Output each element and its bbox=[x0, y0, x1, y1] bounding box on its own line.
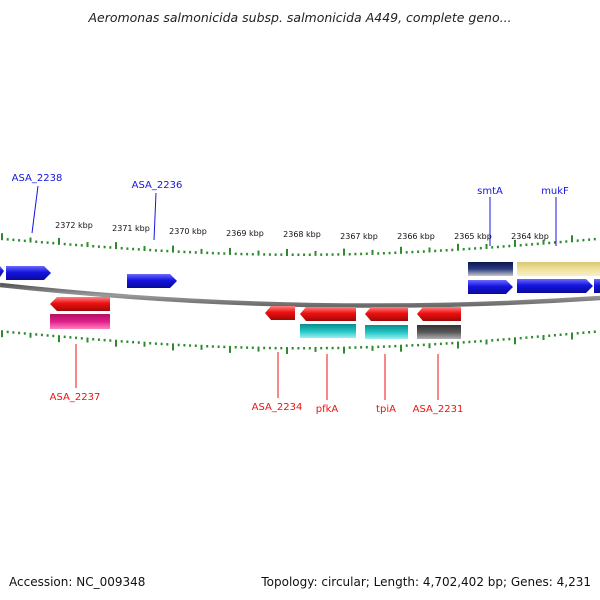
forward-strand-genes bbox=[0, 266, 600, 294]
scale-label: 2364 kbp bbox=[511, 232, 549, 241]
reverse-label-leaders bbox=[75, 344, 439, 400]
reverse-gene-labels: ASA_2237 ASA_2234 pfkA tpiA ASA_2231 bbox=[50, 392, 464, 415]
gene-arrow-left-edge[interactable] bbox=[0, 266, 4, 277]
reverse-strand-genes bbox=[50, 297, 461, 321]
lower-tick-track bbox=[1, 330, 596, 354]
feature-smta-navy[interactable] bbox=[468, 262, 513, 276]
gene-label-asa2236[interactable]: ASA_2236 bbox=[132, 180, 183, 191]
scale-label: 2366 kbp bbox=[397, 232, 435, 241]
scale-label: 2372 kbp bbox=[55, 221, 93, 230]
topology-text: Topology: circular; Length: 4,702,402 bp… bbox=[261, 575, 591, 589]
gene-arrow-asa2237[interactable] bbox=[50, 297, 110, 311]
gene-label-asa2231[interactable]: ASA_2231 bbox=[413, 404, 464, 415]
gene-arrow-mukf[interactable] bbox=[517, 279, 593, 293]
feature-mukf-yellow[interactable] bbox=[517, 262, 600, 276]
gene-label-asa2238[interactable]: ASA_2238 bbox=[12, 173, 63, 184]
gene-arrow-pfka[interactable] bbox=[300, 307, 356, 321]
scale-label: 2368 kbp bbox=[283, 230, 321, 239]
feature-pfka-cyan[interactable] bbox=[300, 324, 356, 338]
feature-asa2231-gray[interactable] bbox=[417, 325, 461, 339]
gene-arrow-asa2231[interactable] bbox=[417, 307, 461, 321]
feature-asa2237-magenta[interactable] bbox=[50, 314, 110, 329]
gene-label-tpia[interactable]: tpiA bbox=[376, 404, 396, 415]
scale-label: 2365 kbp bbox=[454, 232, 492, 241]
scale-label: 2371 kbp bbox=[112, 224, 150, 233]
gene-label-asa2237[interactable]: ASA_2237 bbox=[50, 392, 101, 403]
gene-arrow-asa2234[interactable] bbox=[265, 306, 295, 320]
gene-label-asa2234[interactable]: ASA_2234 bbox=[252, 402, 303, 413]
gene-arrow-right-edge[interactable] bbox=[594, 279, 600, 293]
gene-arrow-smta-lower[interactable] bbox=[468, 280, 513, 294]
gene-arrow-asa2236[interactable] bbox=[127, 274, 177, 288]
gene-label-mukf[interactable]: mukF bbox=[541, 186, 569, 197]
scale-labels: 2372 kbp 2371 kbp 2370 kbp 2369 kbp 2368… bbox=[55, 221, 549, 241]
forward-gene-labels: ASA_2238 ASA_2236 smtA mukF bbox=[12, 173, 569, 197]
feature-tpia-cyan[interactable] bbox=[365, 325, 408, 339]
scale-label: 2369 kbp bbox=[226, 229, 264, 238]
gene-arrow-tpia[interactable] bbox=[365, 307, 408, 321]
map-title: Aeromonas salmonicida subsp. salmonicida… bbox=[88, 10, 512, 25]
gene-label-pfka[interactable]: pfkA bbox=[316, 404, 339, 415]
scale-label: 2367 kbp bbox=[340, 232, 378, 241]
accession-text: Accession: NC_009348 bbox=[9, 575, 146, 589]
forward-label-leaders bbox=[31, 185, 557, 246]
genome-backbone bbox=[0, 282, 600, 308]
gene-label-smta[interactable]: smtA bbox=[477, 186, 503, 197]
upper-tick-track bbox=[1, 233, 596, 256]
scale-label: 2370 kbp bbox=[169, 227, 207, 236]
gene-arrow-asa2238[interactable] bbox=[6, 266, 51, 280]
